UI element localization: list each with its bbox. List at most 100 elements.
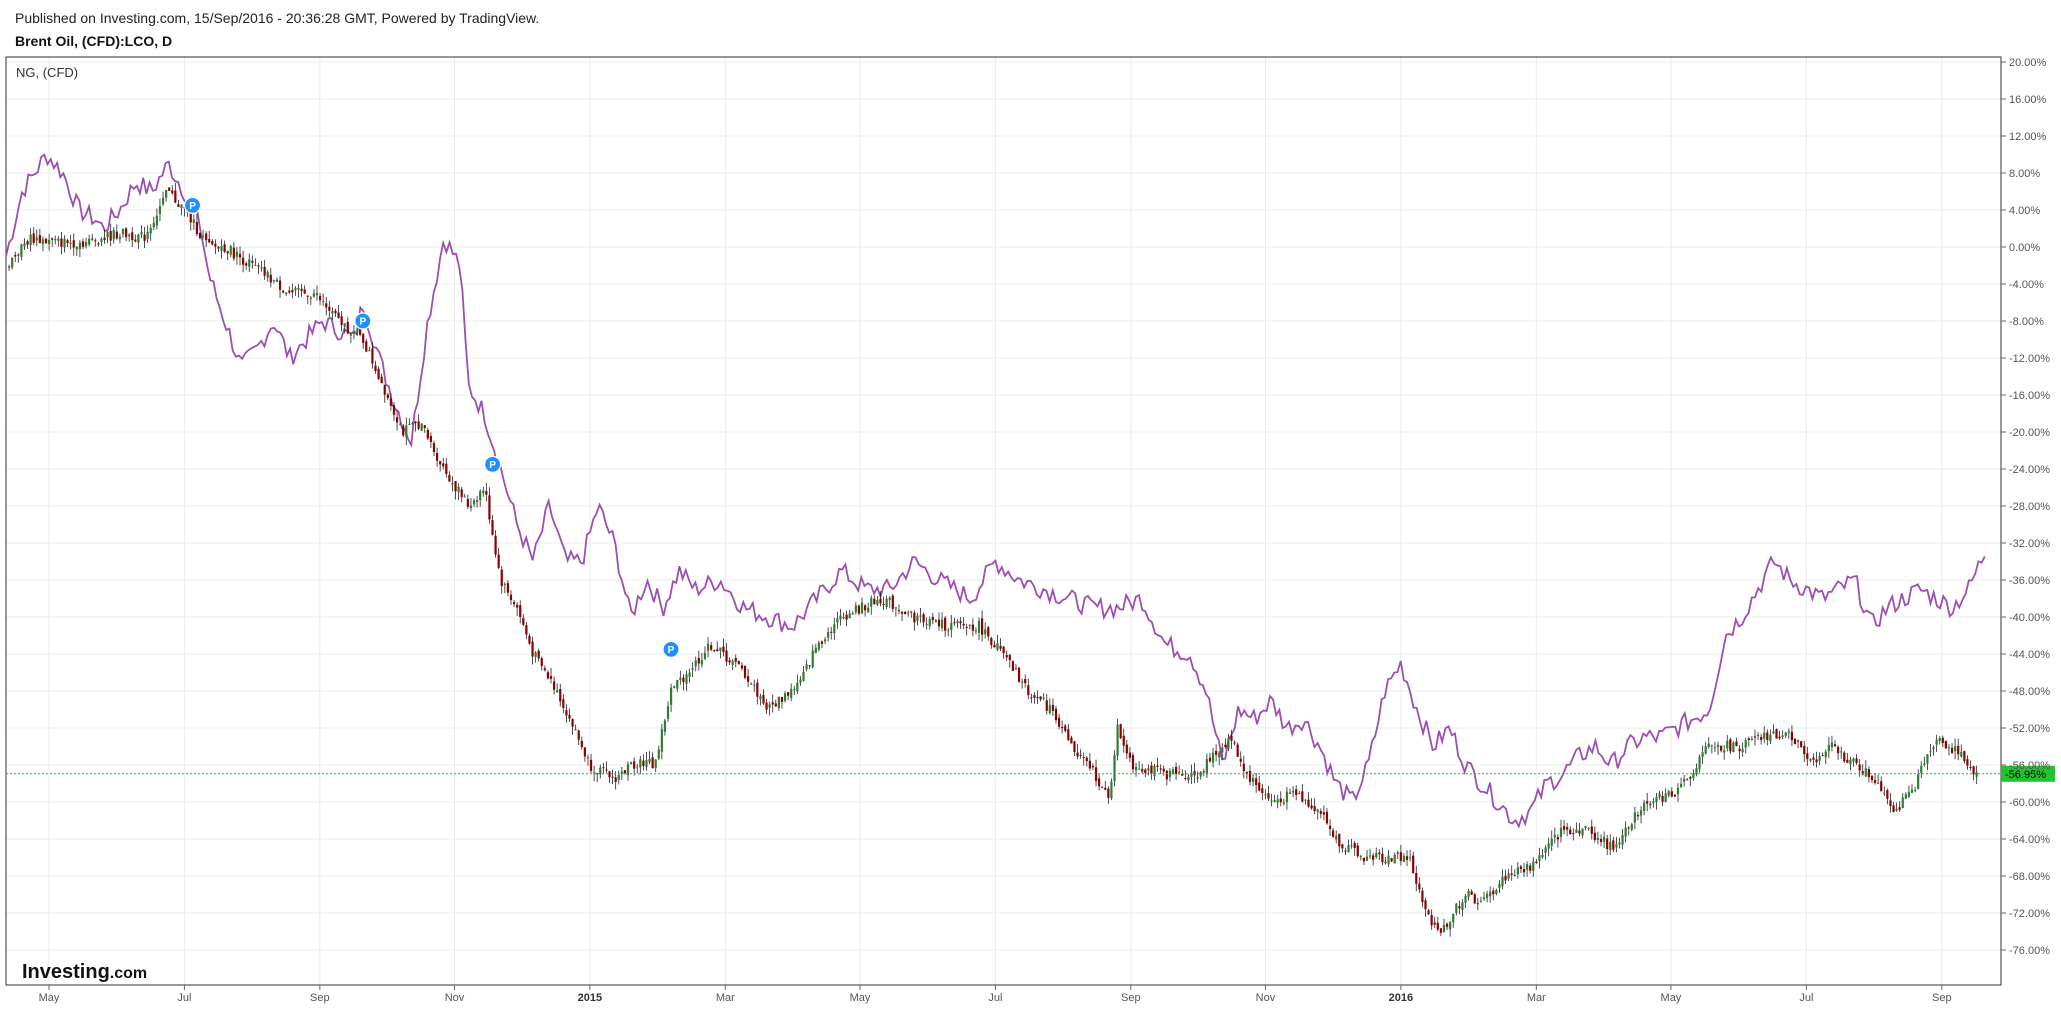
candle [383,384,386,403]
candle [23,238,26,251]
candle [14,251,17,263]
candle [525,622,528,639]
candle [1150,761,1153,780]
candle [1630,822,1633,832]
candle [1347,839,1350,853]
candle [1335,830,1338,844]
candle [208,231,211,244]
candle [214,239,217,254]
publication-marker[interactable]: P [483,455,502,473]
candle [365,338,368,353]
candle [72,233,75,256]
candle [1873,773,1877,785]
candle [750,682,753,685]
candle [1196,771,1199,783]
candle [753,679,756,692]
candle [1566,822,1569,837]
candle [565,704,568,723]
candle [1618,837,1621,849]
candle [1402,853,1406,863]
candle [916,612,919,626]
candle [1778,730,1781,740]
candle [177,199,180,208]
last-value-tag [2001,765,2055,782]
candle [69,234,72,250]
candle [1039,696,1042,702]
candle [1843,750,1846,763]
candle [1800,740,1803,749]
candle [885,595,888,610]
candle [1489,886,1492,903]
candle [851,611,854,615]
candle [1298,790,1301,795]
candle [1578,823,1581,837]
candle [285,292,288,296]
candle [583,747,586,762]
candle [395,409,399,431]
candle [1833,740,1837,748]
candle [1141,763,1144,774]
candle [1085,756,1088,767]
candle [1418,877,1421,893]
candle [1159,764,1162,775]
candle [839,608,842,626]
candle [306,295,309,305]
candle [1572,828,1575,841]
candle [522,614,525,626]
y-tick-label: 20.00% [2009,57,2047,69]
candle [1181,769,1184,776]
candle [1190,764,1193,785]
candle [728,657,731,666]
candle [546,670,550,680]
candle [876,596,879,607]
candle [448,471,451,482]
candle [1544,845,1547,860]
candle [146,225,149,243]
candle [1251,773,1255,787]
candle [512,599,516,608]
svg-text:P: P [189,201,196,212]
candle [1415,865,1418,892]
candle [1322,805,1325,821]
candle [1975,765,1978,784]
publication-marker[interactable]: P [183,196,202,214]
candle [1492,887,1495,901]
x-tick-label: Mar [1527,992,1546,1004]
candle [617,770,620,785]
candle [1763,726,1766,744]
candle [1270,793,1273,807]
candle [54,235,57,245]
y-tick-label: -4.00% [2009,279,2044,291]
candle [1042,693,1045,701]
candle [1538,847,1541,869]
y-tick-label: -40.00% [2009,612,2050,624]
candle [121,228,125,238]
candle [1673,794,1677,798]
publication-marker[interactable]: P [354,312,372,330]
candle [1621,829,1624,850]
candle [442,457,445,470]
candle [91,234,94,241]
candle [790,683,793,702]
candle [32,227,35,246]
candle [1701,745,1704,765]
candle [131,227,134,248]
candle [1895,802,1898,812]
candle [1627,826,1630,836]
candle [1341,843,1344,853]
candle [272,279,275,284]
candle [571,718,574,735]
candle [297,283,300,298]
candle [1753,729,1757,746]
candle [799,676,802,686]
candle [174,183,177,204]
candle [1864,760,1867,778]
candle [1849,757,1852,771]
candle [1036,690,1039,704]
svg-text:Investing.com: Investing.com [22,961,147,983]
candle [482,486,485,497]
candle [1122,728,1125,753]
publication-marker[interactable]: P [662,640,680,658]
candle [1027,678,1030,700]
